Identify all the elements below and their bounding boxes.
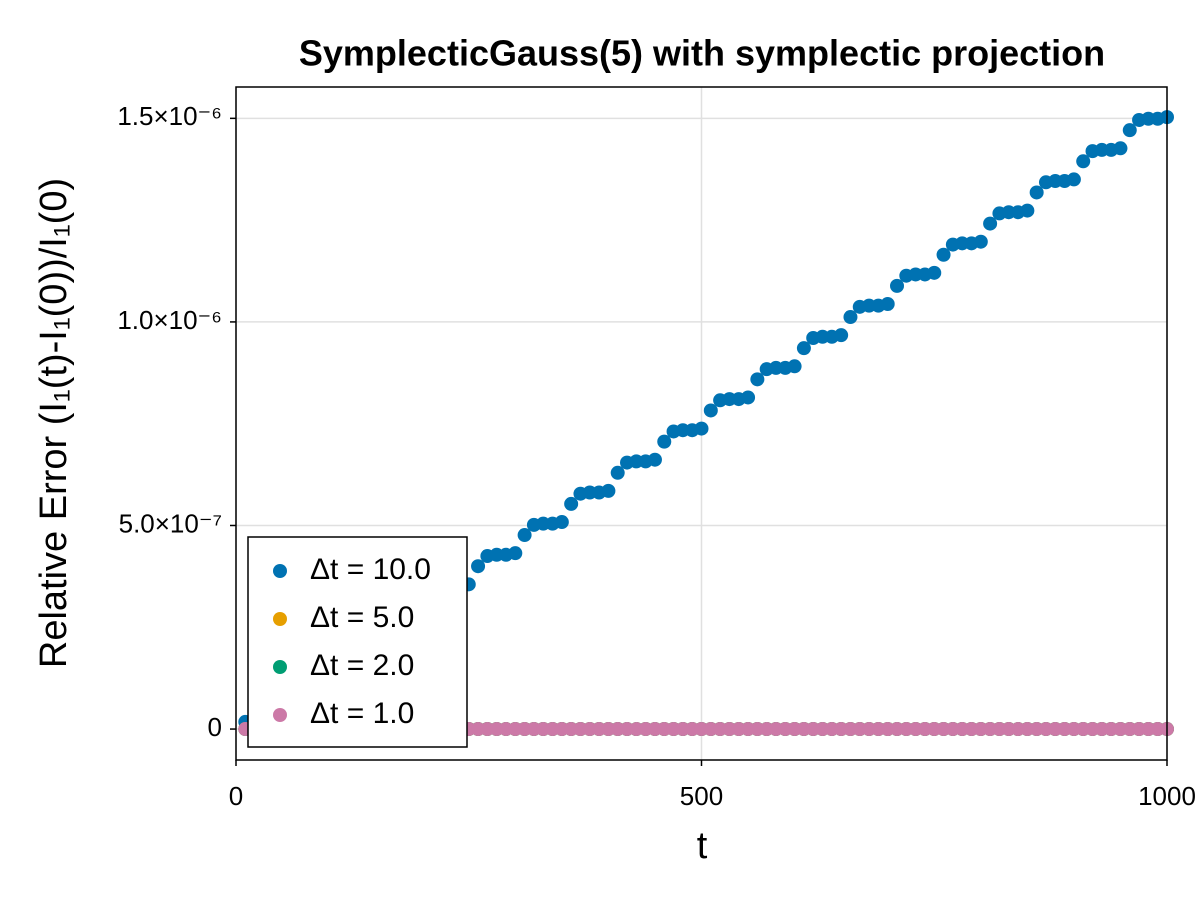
data-point: [983, 216, 998, 231]
legend-label: Δt = 5.0: [310, 601, 414, 634]
data-point: [1076, 154, 1091, 169]
data-point: [1020, 203, 1035, 218]
legend-marker: [273, 564, 287, 578]
x-tick-label: 1000: [1138, 781, 1196, 811]
data-point: [880, 297, 895, 312]
x-tick-label: 500: [680, 781, 723, 811]
legend: Δt = 10.0 Δt = 5.0 Δt = 2.0 Δt = 1.0: [247, 536, 468, 748]
y-tick-label: 5.0×10⁻⁷: [119, 508, 222, 538]
y-tick-label: 1.0×10⁻⁶: [117, 305, 222, 335]
legend-marker: [273, 660, 287, 674]
data-point: [890, 278, 905, 293]
data-point: [787, 359, 802, 374]
data-point: [647, 452, 662, 467]
y-tick-label: 1.5×10⁻⁶: [117, 101, 222, 131]
data-point: [927, 265, 942, 280]
data-point: [471, 559, 486, 574]
data-point: [508, 546, 523, 561]
data-point: [936, 247, 951, 262]
data-point: [601, 483, 616, 498]
y-axis-label: Relative Error (I₁(t)-I₁(0))/I₁(0): [33, 178, 75, 668]
data-point: [703, 403, 718, 418]
plot-frame: [235, 86, 1168, 761]
data-point: [973, 234, 988, 249]
data-point: [694, 421, 709, 436]
data-point: [610, 465, 625, 480]
y-tick-label: 0: [208, 712, 222, 742]
data-point: [834, 328, 849, 343]
data-point: [657, 434, 672, 449]
data-point: [741, 390, 756, 405]
data-point: [564, 496, 579, 511]
data-point: [843, 310, 858, 325]
data-point: [1122, 123, 1137, 138]
legend-marker: [273, 612, 287, 626]
data-point: [796, 341, 811, 356]
data-point: [1113, 141, 1128, 156]
data-point: [750, 372, 765, 387]
x-tick-label: 0: [229, 781, 243, 811]
legend-label: Δt = 2.0: [310, 649, 414, 682]
legend-label: Δt = 10.0: [310, 553, 431, 586]
x-axis-label: t: [697, 825, 708, 867]
chart-title: SymplecticGauss(5) with symplectic proje…: [299, 33, 1105, 74]
data-point: [554, 515, 569, 530]
legend-marker: [273, 708, 287, 722]
legend-label: Δt = 1.0: [310, 697, 414, 730]
data-point: [517, 528, 532, 543]
data-point: [1066, 172, 1081, 187]
data-point: [1029, 185, 1044, 200]
